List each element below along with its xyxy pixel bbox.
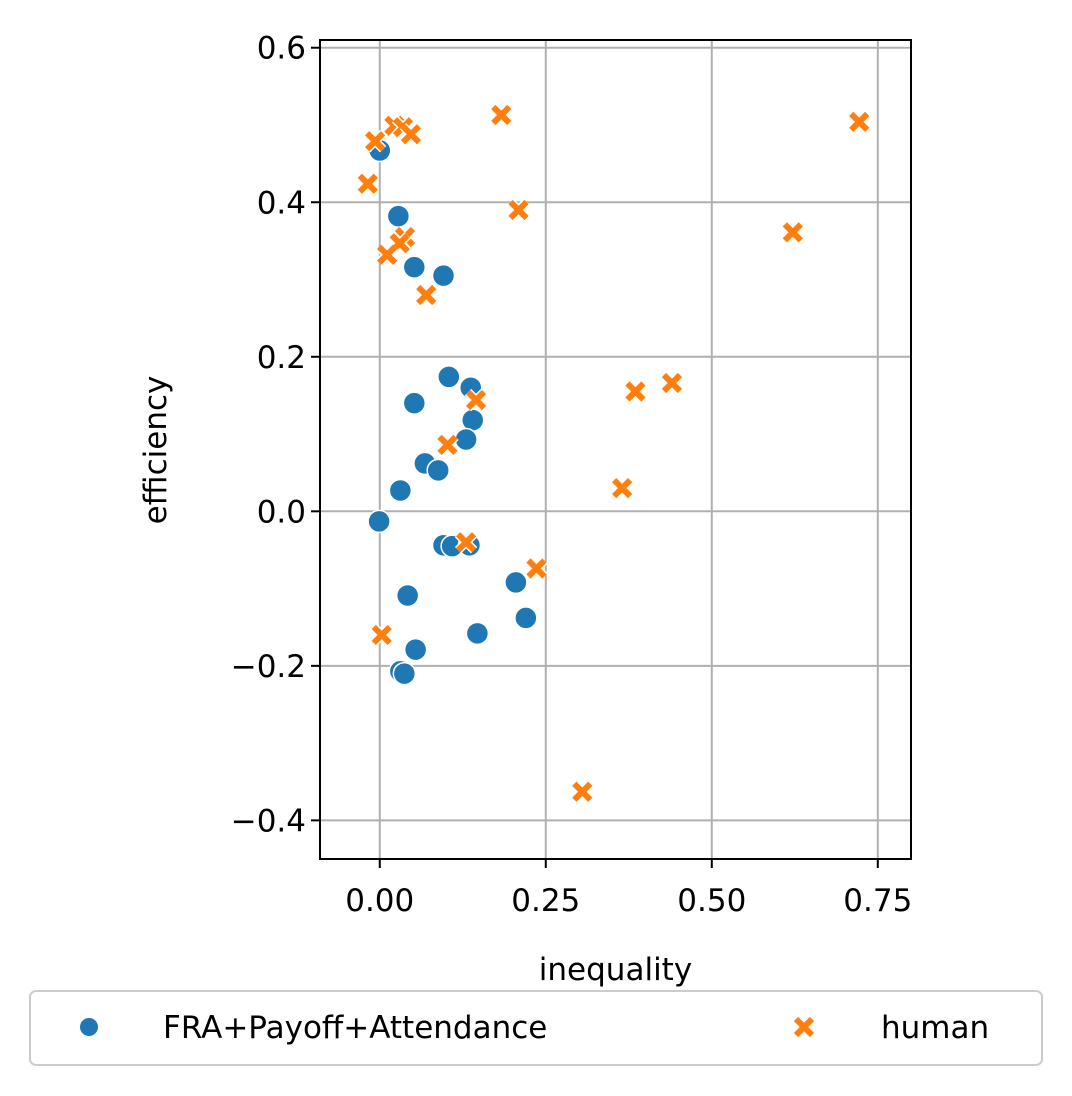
data-point — [403, 637, 428, 662]
data-point — [504, 570, 528, 595]
data-point — [455, 532, 477, 553]
data-point — [431, 263, 456, 288]
x-tick-label: 0.75 — [843, 883, 912, 919]
data-point — [465, 621, 490, 646]
legend-label-fra: FRA+Payoff+Attendance — [163, 1010, 547, 1046]
data-point — [395, 583, 420, 608]
data-point — [416, 284, 437, 306]
data-point — [508, 199, 529, 221]
y-tick-label: −0.4 — [231, 803, 306, 839]
data-point — [625, 381, 646, 402]
axis-ticks: 0.00 0.25 0.50 0.75 −0.4 −0.2 0.0 0.2 0.4 0.6 — [231, 31, 913, 919]
data-point — [367, 509, 391, 534]
x-tick-label: 0.00 — [345, 883, 414, 919]
data-point — [437, 434, 458, 455]
data-point — [357, 173, 378, 194]
data-point — [514, 606, 538, 630]
data-point — [371, 624, 392, 646]
legend-marker-fra — [78, 1016, 100, 1038]
data-point — [376, 244, 398, 265]
data-point — [526, 558, 547, 579]
data-point — [454, 427, 478, 452]
grid — [320, 40, 911, 859]
data-point — [364, 131, 386, 152]
data-points — [356, 103, 871, 803]
x-tick-label: 0.25 — [511, 883, 580, 919]
data-point — [400, 124, 422, 145]
y-tick-label: 0.6 — [257, 31, 306, 67]
y-axis-label: efficiency — [138, 376, 174, 525]
legend-box — [29, 990, 1043, 1066]
legend-marker-human — [793, 1016, 815, 1038]
legend-label-human: human — [881, 1010, 989, 1046]
data-point — [437, 365, 461, 389]
y-tick-label: 0.4 — [257, 185, 306, 221]
series-1 — [356, 103, 871, 803]
data-point — [392, 661, 417, 686]
data-point — [491, 104, 512, 126]
data-point — [388, 478, 413, 503]
data-point — [572, 781, 593, 802]
data-point — [465, 389, 487, 411]
data-point — [426, 458, 450, 483]
y-tick-label: 0.2 — [257, 340, 306, 376]
data-point — [402, 391, 427, 415]
data-point — [386, 204, 411, 228]
y-tick-label: 0.0 — [257, 494, 306, 530]
x-axis-label: inequality — [539, 952, 692, 988]
data-point — [612, 478, 633, 499]
data-point — [402, 255, 427, 279]
x-tick-label: 0.50 — [677, 883, 746, 919]
y-tick-label: −0.2 — [231, 649, 306, 685]
legend: FRA+Payoff+Attendance human — [29, 990, 1043, 1066]
data-point — [849, 111, 870, 133]
data-point — [661, 372, 683, 394]
data-point — [782, 222, 803, 243]
axes-frame — [319, 39, 912, 860]
series-0 — [367, 138, 538, 686]
